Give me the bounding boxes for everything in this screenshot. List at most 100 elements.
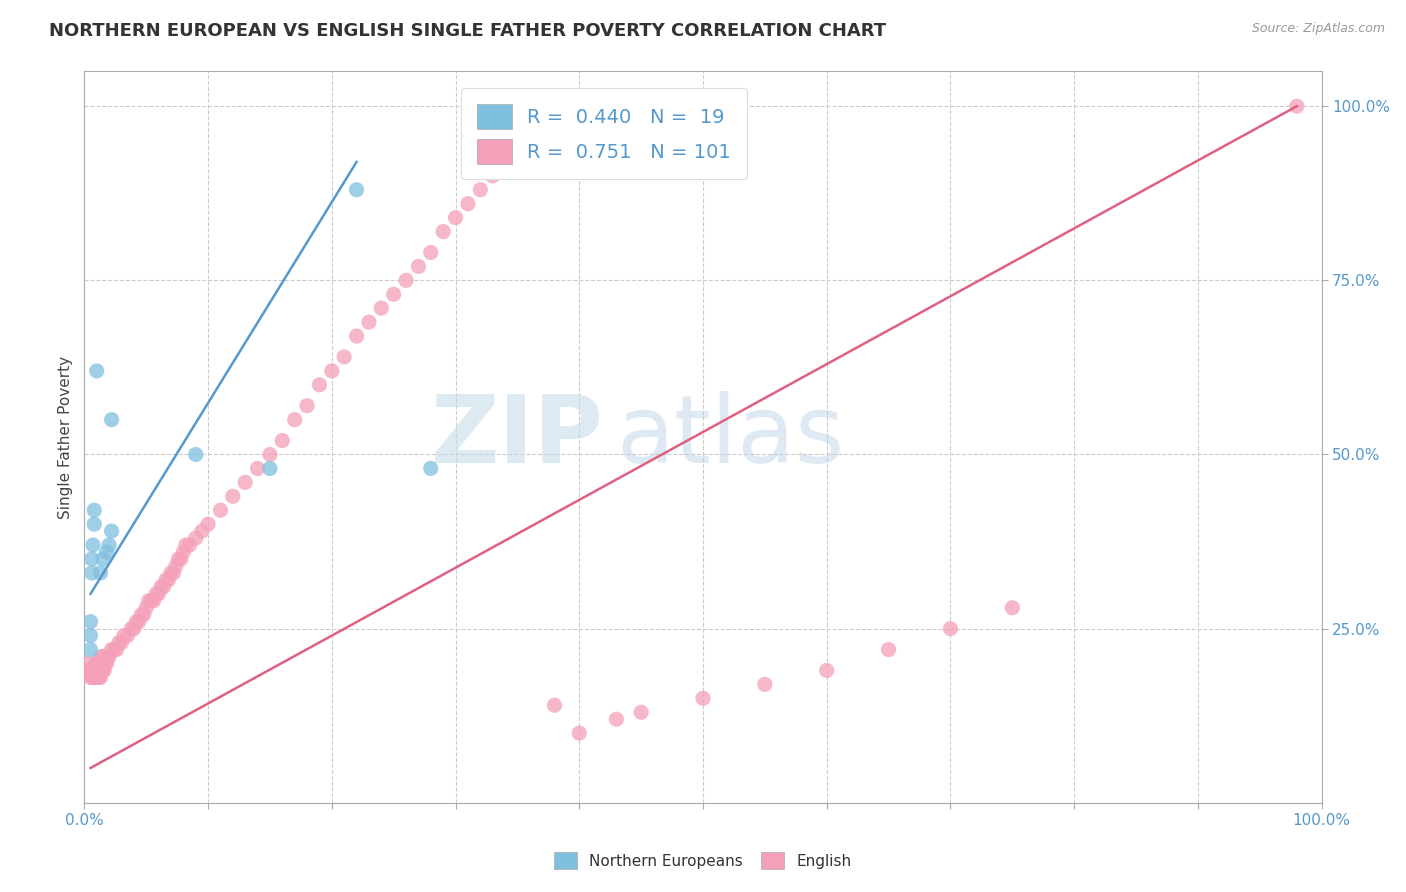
Point [543, 698, 565, 713]
Point [117, 629, 139, 643]
Point [83, 517, 105, 532]
Legend: R =  0.440   N =  19, R =  0.751   N = 101: R = 0.440 N = 19, R = 0.751 N = 101 [461, 88, 747, 179]
Point [152, 580, 174, 594]
Point [333, 350, 356, 364]
Point [172, 545, 194, 559]
Point [284, 412, 307, 426]
Point [100, 642, 122, 657]
Point [457, 196, 479, 211]
Point [79, 629, 101, 643]
Point [162, 566, 184, 580]
Point [191, 524, 214, 538]
Point [76, 657, 98, 671]
Point [408, 260, 430, 274]
Point [83, 503, 105, 517]
Point [568, 726, 591, 740]
Point [79, 615, 101, 629]
Point [184, 448, 207, 462]
Point [141, 594, 163, 608]
Point [395, 273, 418, 287]
Point [82, 664, 104, 678]
Point [165, 558, 187, 573]
Point [321, 364, 343, 378]
Point [271, 434, 294, 448]
Point [346, 183, 368, 197]
Point [233, 475, 256, 490]
Point [179, 538, 201, 552]
Point [145, 587, 167, 601]
Point [89, 657, 111, 671]
Point [79, 642, 101, 657]
Point [481, 169, 503, 183]
Point [110, 635, 132, 649]
Point [100, 412, 122, 426]
Point [246, 461, 269, 475]
Point [939, 622, 962, 636]
Point [630, 705, 652, 719]
Point [142, 594, 165, 608]
Point [108, 635, 131, 649]
Point [80, 664, 103, 678]
Point [93, 664, 115, 678]
Point [754, 677, 776, 691]
Point [86, 364, 108, 378]
Point [419, 245, 441, 260]
Point [82, 670, 104, 684]
Point [89, 566, 111, 580]
Point [135, 600, 157, 615]
Point [80, 552, 103, 566]
Point [157, 573, 180, 587]
Point [100, 524, 122, 538]
Point [877, 642, 900, 657]
Point [105, 642, 128, 657]
Text: NORTHERN EUROPEAN VS ENGLISH SINGLE FATHER POVERTY CORRELATION CHART: NORTHERN EUROPEAN VS ENGLISH SINGLE FATH… [49, 22, 886, 40]
Point [1285, 99, 1308, 113]
Point [419, 461, 441, 475]
Point [259, 448, 281, 462]
Point [89, 657, 111, 671]
Point [494, 148, 516, 162]
Point [98, 649, 121, 664]
Point [1001, 600, 1024, 615]
Point [167, 552, 190, 566]
Point [129, 607, 152, 622]
Point [83, 670, 105, 684]
Point [432, 225, 454, 239]
Point [87, 664, 110, 678]
Point [148, 587, 170, 601]
Point [370, 301, 392, 316]
Point [138, 594, 160, 608]
Point [91, 664, 114, 678]
Point [91, 649, 114, 664]
Point [91, 552, 114, 566]
Point [122, 622, 145, 636]
Point [382, 287, 405, 301]
Point [86, 657, 108, 671]
Point [184, 531, 207, 545]
Point [174, 538, 197, 552]
Point [96, 657, 118, 671]
Point [132, 607, 155, 622]
Point [160, 566, 183, 580]
Point [155, 573, 177, 587]
Point [128, 615, 150, 629]
Point [519, 120, 541, 134]
Point [90, 664, 112, 678]
Point [79, 664, 101, 678]
Point [692, 691, 714, 706]
Point [125, 615, 148, 629]
Point [222, 489, 245, 503]
Point [112, 629, 135, 643]
Point [94, 657, 117, 671]
Point [80, 670, 103, 684]
Point [80, 566, 103, 580]
Point [605, 712, 627, 726]
Point [86, 670, 108, 684]
Point [357, 315, 380, 329]
Point [103, 642, 125, 657]
Point [89, 670, 111, 684]
Y-axis label: Single Father Poverty: Single Father Poverty [58, 356, 73, 518]
Point [79, 670, 101, 684]
Point [83, 664, 105, 678]
Point [170, 552, 193, 566]
